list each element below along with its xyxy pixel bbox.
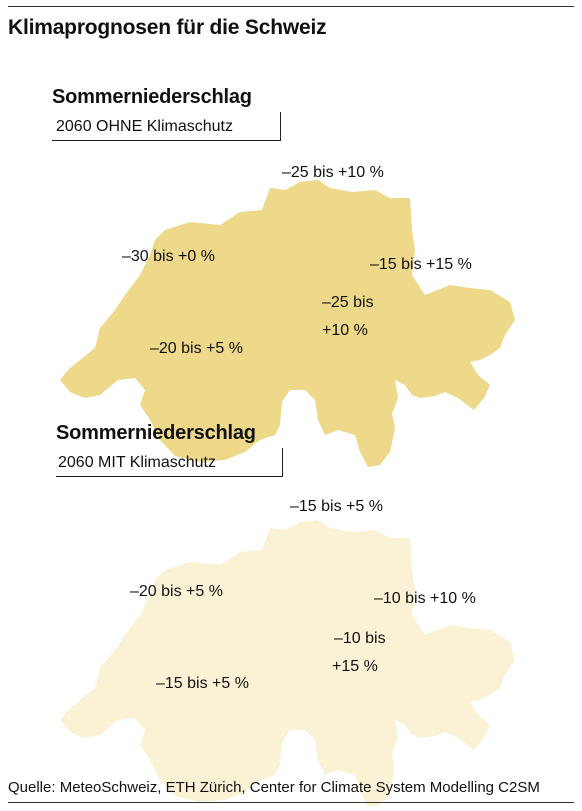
page-title: Klimaprognosen für die Schweiz <box>8 16 327 39</box>
region-label-northeast: –15 bis +5 % <box>290 498 383 515</box>
region-label-east: –15 bis +15 % <box>370 256 472 273</box>
region-label-southwest: –20 bis +5 % <box>150 340 243 357</box>
region-label-south-line1: –25 bis <box>322 294 374 311</box>
region-label-south-line2: +10 % <box>322 322 368 339</box>
region-label-southwest: –15 bis +5 % <box>156 675 249 692</box>
map-without-climate-protection: Sommerniederschlag 2060 OHNE Klimaschutz… <box>0 80 582 470</box>
top-rule <box>8 6 574 7</box>
region-label-west: –30 bis +0 % <box>122 248 215 265</box>
region-label-east: –10 bis +10 % <box>374 590 476 607</box>
subtitle-frame <box>52 112 281 141</box>
region-label-northeast: –25 bis +10 % <box>282 164 384 181</box>
switzerland-map-shape <box>60 520 515 807</box>
bottom-rule <box>8 802 574 803</box>
region-label-west: –20 bis +5 % <box>130 583 223 600</box>
switzerland-outline <box>60 520 515 807</box>
source-note: Quelle: MeteoSchweiz, ETH Zürich, Center… <box>8 779 540 796</box>
subtitle-frame <box>56 448 283 477</box>
region-label-south-line2: +15 % <box>332 658 378 675</box>
switzerland-map-shape <box>60 180 515 467</box>
map-subtitle: 2060 MIT Klimaschutz <box>58 454 216 471</box>
region-label-south-line1: –10 bis <box>334 630 386 647</box>
map-subtitle: 2060 OHNE Klimaschutz <box>56 118 233 135</box>
map-title: Sommerniederschlag <box>52 86 252 108</box>
map-with-climate-protection: Sommerniederschlag 2060 MIT Klimaschutz … <box>0 420 582 810</box>
map-title: Sommerniederschlag <box>56 422 256 444</box>
switzerland-outline <box>60 180 515 467</box>
